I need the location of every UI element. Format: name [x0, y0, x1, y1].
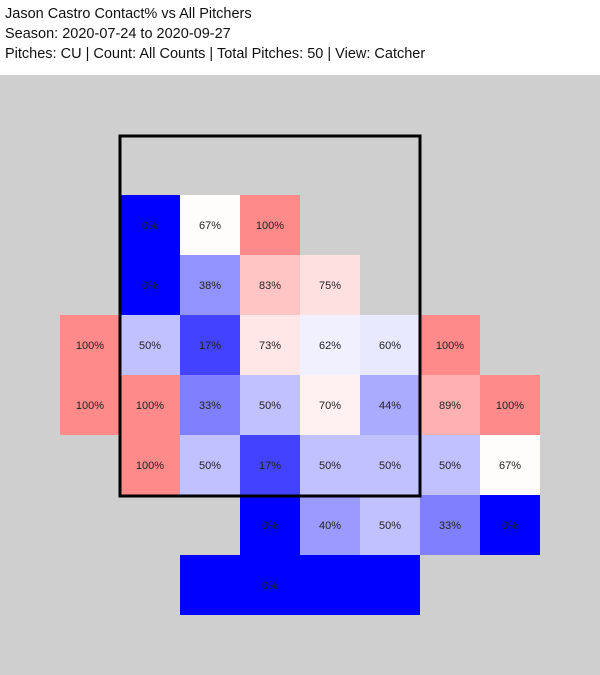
cell-value-label: 50% — [259, 400, 281, 412]
heatmap-cell — [360, 375, 420, 435]
chart-season: Season: 2020-07-24 to 2020-09-27 — [5, 26, 231, 42]
cell-value-label: 100% — [76, 400, 104, 412]
cell-value-label: 0% — [142, 280, 158, 292]
cell-value-label: 75% — [319, 280, 341, 292]
cell-value-label: 70% — [319, 400, 341, 412]
cell-value-label: 67% — [199, 220, 221, 232]
cell-value-label: 89% — [439, 400, 461, 412]
heatmap-cell — [420, 375, 480, 435]
cell-value-label: 50% — [379, 460, 401, 472]
cell-value-label: 17% — [199, 340, 221, 352]
heatmap-cell — [180, 555, 240, 615]
heatmap-cell — [180, 435, 240, 495]
heatmap-cell — [240, 255, 300, 315]
heatmap-cell — [420, 315, 480, 375]
heatmap-cell — [480, 495, 540, 555]
heatmap-cell — [240, 495, 300, 555]
cell-value-label: 0% — [502, 520, 518, 532]
heatmap-cell — [420, 495, 480, 555]
cell-value-label: 62% — [319, 340, 341, 352]
heatmap-cell — [180, 315, 240, 375]
heatmap-cell — [420, 435, 480, 495]
heatmap-cell — [180, 255, 240, 315]
heatmap-cell — [300, 435, 360, 495]
heatmap-cell — [360, 555, 420, 615]
cell-value-label: 50% — [439, 460, 461, 472]
strike-zone — [118, 134, 422, 498]
heatmap-cell — [360, 435, 420, 495]
cell-value-label: 100% — [136, 460, 164, 472]
heatmap-cells: 0% 67% 100% 0% 38% 83% 75% 100% 50% 17% 73% 62% 60% 1… — [60, 195, 540, 615]
heatmap-cell — [120, 435, 180, 495]
heatmap-cell — [480, 375, 540, 435]
cell-value-label: 73% — [259, 340, 281, 352]
cell-value-label: 40% — [319, 520, 341, 532]
heatmap-cell — [360, 495, 420, 555]
cell-value-label: 100% — [256, 220, 284, 232]
chart-header: Jason Castro Contact% vs All Pitchers Se… — [0, 0, 600, 75]
cell-value-label: 33% — [199, 400, 221, 412]
cell-value-label: 38% — [199, 280, 221, 292]
cell-value-label: 60% — [379, 340, 401, 352]
heatmap-cell — [60, 375, 120, 435]
heatmap-cell — [120, 195, 180, 255]
heatmap-cell — [300, 255, 360, 315]
cell-value-label: 100% — [436, 340, 464, 352]
cell-value-label: 0% — [262, 520, 278, 532]
heatmap-cell — [300, 375, 360, 435]
heatmap-cell — [300, 315, 360, 375]
cell-value-label: 0% — [262, 580, 278, 592]
chart-filters: Pitches: CU | Count: All Counts | Total … — [5, 46, 426, 62]
cell-value-label: 50% — [199, 460, 221, 472]
cell-value-label: 67% — [499, 460, 521, 472]
cell-value-label: 17% — [259, 460, 281, 472]
heatmap-plot: 0% 67% 100% 0% 38% 83% 75% 100% 50% 17% 73% 62% 60% 1… — [0, 75, 600, 675]
heatmap-cell — [480, 435, 540, 495]
cell-value-label: 100% — [496, 400, 524, 412]
cell-value-label: 44% — [379, 400, 401, 412]
heatmap-cell — [120, 255, 180, 315]
heatmap-cell — [300, 555, 360, 615]
heatmap-cell — [120, 315, 180, 375]
cell-value-label: 100% — [136, 400, 164, 412]
cell-value-label: 50% — [139, 340, 161, 352]
heatmap-cell — [120, 375, 180, 435]
cell-value-label: 83% — [259, 280, 281, 292]
heatmap-cell — [180, 375, 240, 435]
heatmap-cell — [180, 195, 240, 255]
heatmap-cell — [360, 315, 420, 375]
heatmap-cell — [240, 435, 300, 495]
heatmap-cell — [300, 495, 360, 555]
cell-value-label: 33% — [439, 520, 461, 532]
heatmap-cell — [60, 315, 120, 375]
cell-value-label: 50% — [379, 520, 401, 532]
heatmap-cell — [240, 375, 300, 435]
cell-value-label: 0% — [142, 220, 158, 232]
cell-value-label: 50% — [319, 460, 341, 472]
heatmap-cell — [240, 195, 300, 255]
cell-value-label: 100% — [76, 340, 104, 352]
chart-title: Jason Castro Contact% vs All Pitchers — [5, 6, 252, 22]
heatmap-cell — [240, 555, 300, 615]
heatmap-cell — [240, 315, 300, 375]
